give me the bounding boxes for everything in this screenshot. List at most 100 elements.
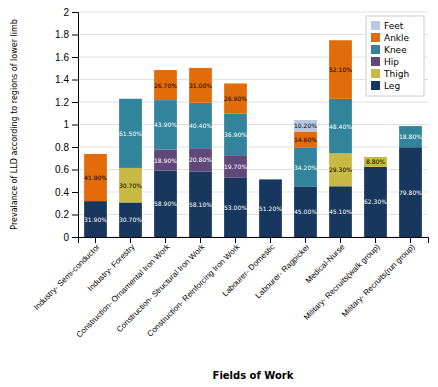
- y-tick-mark: [72, 12, 78, 13]
- bar-segment: [259, 179, 282, 180]
- bar-segment: [189, 67, 212, 68]
- legend-label: Hip: [384, 57, 399, 67]
- y-tick-label: 0.8: [55, 142, 69, 153]
- bar-segment: [259, 179, 282, 237]
- y-tick: 0: [63, 232, 78, 243]
- bar-segment: [154, 100, 177, 149]
- data-label: 19.70%: [224, 163, 247, 170]
- bar-segment: [154, 70, 177, 100]
- data-label: 20.80%: [189, 156, 212, 163]
- grid: [78, 12, 428, 237]
- y-tick-label: 0.2: [55, 209, 69, 220]
- data-label: 14.60%: [294, 136, 317, 143]
- bar-segment: [294, 131, 317, 147]
- data-label: 41.90%: [84, 174, 107, 181]
- bar-segment: [259, 179, 282, 180]
- data-label: 18.90%: [154, 157, 177, 164]
- bar-segment: [224, 155, 247, 177]
- data-label: 45.00%: [294, 208, 317, 215]
- y-tick: 0.6: [55, 164, 78, 175]
- y-tick-label: 0.6: [55, 164, 69, 175]
- data-label: 36.90%: [224, 131, 247, 138]
- y-tick-mark: [72, 237, 78, 238]
- y-tick: 1.2: [55, 97, 78, 108]
- y-tick: 1.4: [55, 74, 78, 85]
- bar-segment: [259, 179, 282, 180]
- y-tick-label: 2: [63, 7, 69, 18]
- y-axis-title: Prevalance of LLD according to regions o…: [10, 19, 19, 230]
- x-tick-label: Military- Recruits(run group): [340, 242, 417, 319]
- bar-segment: [84, 154, 107, 201]
- legend-item: Feet: [371, 21, 404, 31]
- bar-segment: [399, 126, 422, 127]
- legend-label: Thigh: [383, 69, 409, 79]
- bar-segment: [189, 103, 212, 148]
- bar-segment: [364, 167, 387, 237]
- bar-segment: [119, 99, 142, 168]
- data-label: 40.40%: [189, 122, 212, 129]
- y-tick: 2: [63, 7, 78, 18]
- bar-segment: [259, 179, 282, 180]
- bar-segment: [294, 120, 317, 131]
- legend-swatch: [371, 69, 380, 78]
- bar-segment: [84, 153, 107, 154]
- y-tick: 0.4: [55, 187, 78, 198]
- y-tick-label: 1.4: [55, 74, 69, 85]
- y-tick-mark: [72, 170, 78, 171]
- data-label: 52.10%: [329, 66, 352, 73]
- x-tick-label: Industry- Semi-conductor: [32, 242, 102, 312]
- x-tick-mark: [270, 237, 271, 243]
- data-label: 26.70%: [154, 82, 177, 89]
- data-label: 58.10%: [189, 201, 212, 208]
- bar-segment: [119, 202, 142, 237]
- bar-segment: [294, 186, 317, 237]
- x-tick-label: Labourer- Ragpicker: [254, 242, 312, 300]
- data-label: 58.90%: [154, 200, 177, 207]
- x-tick-mark: [235, 237, 236, 243]
- y-tick-mark: [72, 102, 78, 103]
- legend-label: Feet: [384, 21, 404, 31]
- legend-item: Ankle: [371, 33, 410, 43]
- x-tick-mark: [200, 237, 201, 243]
- legend-item: Thigh: [371, 69, 409, 79]
- legend: FeetAnkleKneeHipThighLeg: [366, 16, 424, 96]
- data-label: 26.90%: [224, 95, 247, 102]
- legend-swatch: [371, 57, 380, 66]
- x-tick-mark: [165, 237, 166, 243]
- legend-swatch: [371, 81, 380, 90]
- bar-segment: [189, 172, 212, 237]
- bar-segment: [399, 147, 422, 237]
- bar-segment: [224, 83, 247, 84]
- axis-line: [72, 13, 79, 238]
- plot: 31.90%30.70%58.90%58.10%53.00%51.20%45.0…: [32, 7, 428, 340]
- x-tick-mark: [130, 237, 131, 243]
- legend-label: Leg: [384, 81, 400, 91]
- data-label: 31.00%: [189, 82, 212, 89]
- bar-segment: [189, 148, 212, 171]
- x-tick-mark: [340, 237, 341, 243]
- bar-segment: [224, 177, 247, 237]
- bar-segment: [294, 148, 317, 186]
- data-label: 51.20%: [259, 205, 282, 212]
- y-tick-label: 1.8: [55, 29, 69, 40]
- data-label: 30.70%: [119, 182, 142, 189]
- y-tick-mark: [72, 35, 78, 36]
- data-label: 48.40%: [329, 123, 352, 130]
- data-label: 30.70%: [119, 216, 142, 223]
- legend-swatch: [371, 45, 380, 54]
- bar-segment: [224, 83, 247, 113]
- y-tick-mark: [72, 147, 78, 148]
- data-labels: 31.90%30.70%58.90%58.10%53.00%51.20%45.0…: [84, 66, 422, 223]
- bar-segment: [364, 157, 387, 167]
- x-tick: Military- Recruits(run group): [340, 237, 417, 319]
- legend-swatch: [371, 21, 380, 30]
- bar-segment: [224, 114, 247, 156]
- data-label: 45.10%: [329, 208, 352, 215]
- y-axis: 00.20.40.60.811.21.41.61.82: [55, 7, 78, 243]
- legend-box: [366, 16, 424, 96]
- x-tick: Industry- Semi-conductor: [32, 237, 102, 312]
- legend-swatch: [371, 33, 380, 42]
- y-tick-label: 1.6: [55, 52, 69, 63]
- bar-segment: [364, 157, 387, 158]
- y-tick-mark: [72, 80, 78, 81]
